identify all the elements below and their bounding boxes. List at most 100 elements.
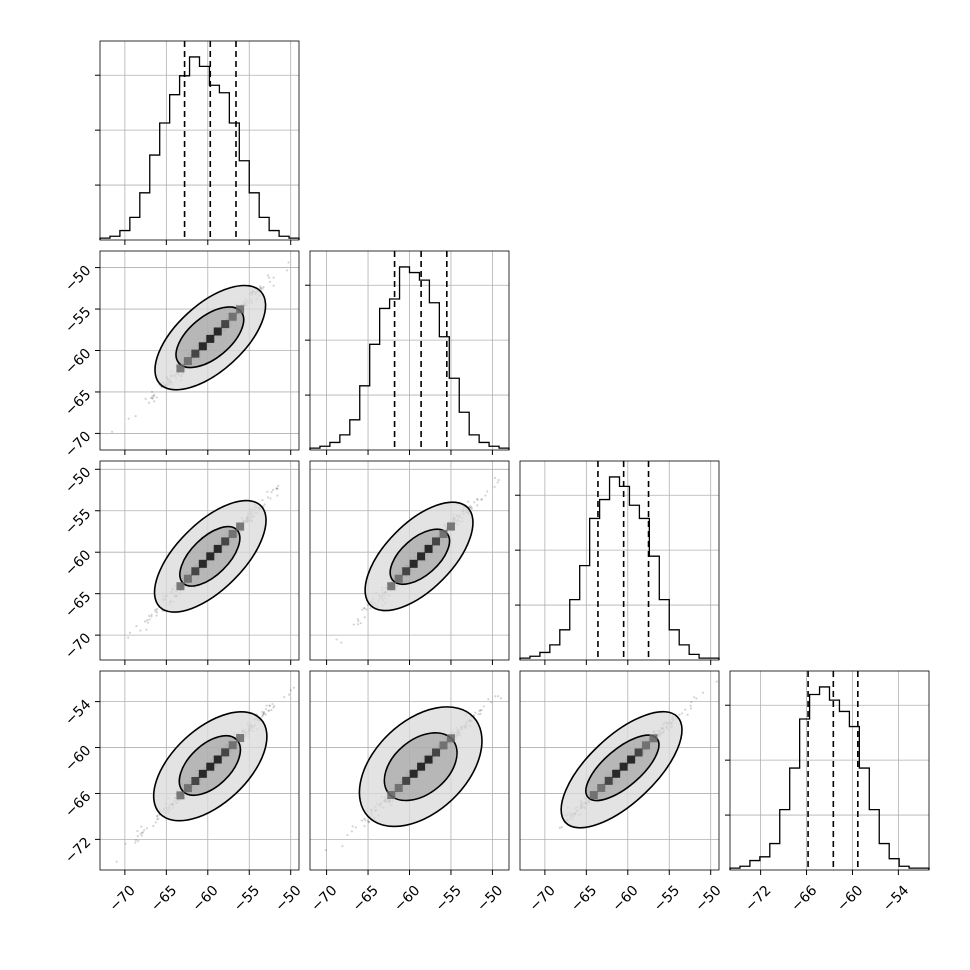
x-tick-label: −55 [433,883,465,915]
sample-point [473,714,476,717]
sample-point [136,835,139,838]
x-tick-label: −60 [609,883,641,915]
density-cell [191,567,200,576]
sample-point [134,841,137,844]
sample-point [364,819,367,822]
sample-point [153,400,156,403]
density-cell [439,529,448,538]
density-cell [183,357,192,366]
density-cell [387,582,396,591]
sample-point [360,819,363,822]
sample-point [148,618,151,621]
sample-point [681,712,684,715]
sample-point [352,623,355,626]
sample-point [154,610,157,613]
sample-point [154,821,157,824]
sample-point [157,817,160,820]
sample-point [263,711,266,714]
sample-point [558,826,561,829]
sample-point [476,498,479,502]
sample-point [128,631,132,635]
sample-point [340,641,343,644]
sample-point [154,608,157,611]
sample-point [259,287,262,290]
sample-point [283,696,286,699]
density-cell [236,734,245,743]
sample-point [267,709,270,712]
sample-point [141,831,144,834]
x-tick-label: −60 [834,883,866,915]
sample-point [689,704,692,707]
density-cell [387,791,396,800]
histogram-panel-2 [515,460,720,665]
x-tick-label: −72 [742,883,774,915]
sample-point [287,693,291,696]
sample-point [356,618,359,621]
sample-point [141,831,144,834]
density-cell [394,783,403,792]
density-cell [176,791,185,800]
x-tick-label: −60 [391,883,423,915]
density-cell [446,522,455,531]
sample-point [363,607,366,610]
density-cell [213,544,222,553]
sample-point [264,707,268,711]
sample-point [357,619,360,623]
y-tick-label: −65 [62,387,94,419]
sample-point [151,395,154,398]
sample-point [261,714,264,717]
sample-point [361,608,364,611]
x-tick-label: −65 [148,883,180,915]
density-cell [228,312,237,321]
sample-point [147,614,151,618]
sample-point [145,827,148,830]
sample-point [143,620,147,623]
sample-point [335,638,338,641]
density-cell [221,537,230,546]
sample-point [266,490,269,493]
sample-point [314,661,316,663]
sample-point [259,285,262,288]
density-cell [589,791,598,800]
density-cell [198,342,207,351]
y-tick-label: −72 [62,834,94,866]
y-tick-label: −70 [62,630,94,662]
scatter-panel-3-2 [519,670,720,875]
x-tick-label: −50 [272,883,304,915]
density-cell [432,537,441,546]
histogram-panel-0 [95,40,300,245]
sample-point [684,708,687,711]
x-tick-label: −60 [189,883,221,915]
x-tick-label: −55 [231,883,263,915]
density-cell [213,327,222,336]
density-cell [597,783,606,792]
x-tick-label: −50 [474,883,506,915]
histogram-step [99,56,300,240]
sample-point [262,712,265,715]
sample-point [479,709,482,712]
sample-point [151,397,154,400]
density-cell [649,734,658,743]
y-tick-label: −60 [62,346,94,378]
sample-point [497,478,500,482]
sample-point [150,615,153,618]
x-tick-label: −70 [308,883,340,915]
sample-point [135,625,138,628]
density-cell [402,567,411,576]
sample-point [150,613,153,617]
scatter-panel-1-0 [95,250,300,455]
sample-point [273,704,276,708]
y-tick-label: −50 [62,263,94,295]
density-cell [402,776,411,785]
sample-point [368,821,371,824]
y-tick-label: −55 [62,304,94,336]
sample-point [469,505,472,508]
sample-point [484,494,487,497]
sample-point [354,826,357,829]
density-cell [176,364,185,373]
x-tick-label: −65 [350,883,382,915]
sample-point [276,494,279,497]
sample-point [476,504,479,507]
sample-point [267,276,271,279]
sample-point [263,503,266,506]
